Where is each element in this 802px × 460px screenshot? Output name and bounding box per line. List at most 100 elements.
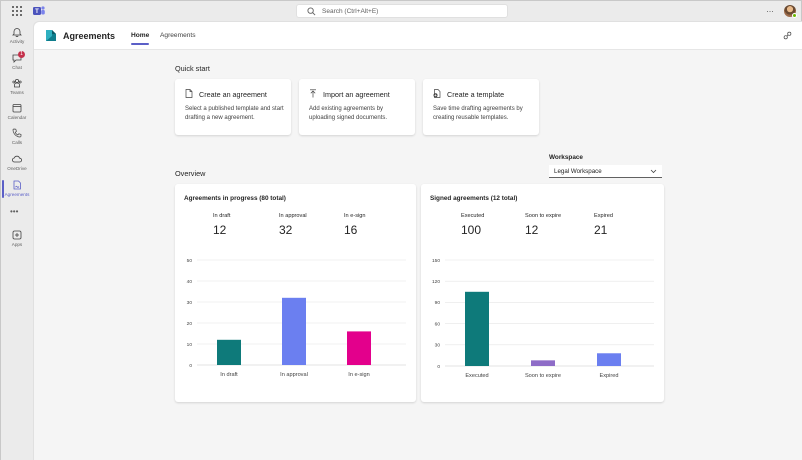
rail-label: Agreements xyxy=(4,192,30,197)
in-progress-bar-1[interactable] xyxy=(282,297,306,365)
agreements-logo-icon xyxy=(46,30,56,41)
metric-label: In e-sign xyxy=(344,213,366,219)
y-tick-label: 0 xyxy=(437,364,440,370)
y-tick-label: 40 xyxy=(187,279,193,285)
template-icon xyxy=(433,89,441,98)
workspace-dropdown[interactable]: Legal Workspace xyxy=(549,165,662,178)
x-tick-label: Executed xyxy=(465,373,488,379)
signed-card: Signed agreements (12 total) Executed 10… xyxy=(421,184,664,402)
rail-label: Teams xyxy=(10,90,24,95)
metric-value: 32 xyxy=(279,223,293,237)
search-input[interactable]: Search (Ctrl+Alt+E) xyxy=(296,4,508,18)
user-avatar[interactable] xyxy=(784,5,797,18)
svg-text:T: T xyxy=(35,9,39,15)
metric-value: 16 xyxy=(344,223,358,237)
card-description: Add existing agreements by uploading sig… xyxy=(309,106,388,121)
more-options-icon[interactable]: … xyxy=(766,5,774,14)
y-tick-label: 150 xyxy=(432,258,440,264)
y-tick-label: 30 xyxy=(435,343,441,349)
card-title: Create an agreement xyxy=(199,90,267,99)
search-placeholder: Search (Ctrl+Alt+E) xyxy=(322,7,379,15)
import-agreement-card[interactable]: Import an agreement Add existing agreeme… xyxy=(299,79,415,135)
search-icon xyxy=(307,7,316,16)
unread-badge: 1 xyxy=(18,51,25,58)
rail-item-calls[interactable]: Calls xyxy=(1,126,33,150)
metric-in-esign: In e-sign 16 xyxy=(344,213,365,237)
x-tick-label: Soon to expire xyxy=(525,373,561,379)
y-tick-label: 90 xyxy=(435,300,441,306)
rail-label: Activity xyxy=(9,39,25,44)
in-progress-card: Agreements in progress (80 total) In dra… xyxy=(175,184,416,402)
rail-item-onedrive[interactable]: OneDrive xyxy=(1,152,33,176)
metric-in-draft: In draft 12 xyxy=(213,213,230,237)
signed-bar-chart: 0 30 60 90 120 150 Executed Soon to expire Expir… xyxy=(432,258,654,379)
x-tick-label: In draft xyxy=(220,372,238,378)
in-progress-bar-0[interactable] xyxy=(217,339,241,365)
rail-label: OneDrive xyxy=(7,166,27,171)
title-bar: T Search (Ctrl+Alt+E) … xyxy=(1,1,801,21)
signed-bar-2[interactable] xyxy=(597,353,621,366)
in-progress-bar-2[interactable] xyxy=(347,331,371,365)
x-tick-label: In approval xyxy=(280,372,308,378)
y-tick-label: 0 xyxy=(189,363,192,369)
tab-agreements[interactable]: Agreements xyxy=(160,32,196,39)
signed-title: Signed agreements (12 total) xyxy=(430,195,518,202)
rail-item-apps[interactable]: Apps xyxy=(1,228,33,252)
workspace-value: Legal Workspace xyxy=(554,168,602,175)
y-tick-label: 30 xyxy=(187,300,193,306)
cloud-icon xyxy=(12,155,22,163)
app-header: Agreements Home Agreements xyxy=(34,22,802,50)
in-progress-title: Agreements in progress (80 total) xyxy=(184,195,286,202)
metric-value: 21 xyxy=(594,223,608,237)
overview-title: Overview xyxy=(175,169,206,178)
metric-label: Executed xyxy=(461,213,485,219)
rail-item-chat[interactable]: 1 Chat xyxy=(1,51,33,75)
create-agreement-card[interactable]: Create an agreement Select a published t… xyxy=(175,79,291,135)
metric-value: 100 xyxy=(461,223,482,237)
rail-label: Calls xyxy=(11,140,23,145)
app-title: Agreements xyxy=(63,31,116,41)
y-tick-label: 120 xyxy=(432,279,440,285)
metric-in-approval: In approval 32 xyxy=(279,213,307,237)
metric-value: 12 xyxy=(525,223,539,237)
rail-item-teams[interactable]: Teams xyxy=(1,76,33,100)
agreements-icon xyxy=(13,180,21,190)
metric-label: Soon to expire xyxy=(525,213,562,219)
metric-expired: Expired 21 xyxy=(594,213,613,237)
rail-item-activity[interactable]: Activity xyxy=(1,25,33,49)
app-rail: Activity 1 Chat Teams Calendar xyxy=(1,21,33,460)
upload-icon xyxy=(310,89,316,98)
workspace-label: Workspace xyxy=(549,154,583,161)
metric-label: In draft xyxy=(213,213,231,219)
rail-item-agreements[interactable]: Agreements xyxy=(1,178,33,202)
metric-executed: Executed 100 xyxy=(461,213,484,237)
app-launcher-icon[interactable] xyxy=(12,6,22,16)
x-tick-label: Expired xyxy=(600,373,619,379)
link-icon[interactable] xyxy=(783,31,792,40)
in-progress-bar-chart: 0 10 20 30 40 50 In draft In approval In e-sign xyxy=(187,258,406,378)
y-tick-label: 50 xyxy=(187,258,193,264)
calendar-icon xyxy=(12,104,22,113)
card-title: Create a template xyxy=(447,90,505,99)
quick-start-title: Quick start xyxy=(175,64,210,73)
card-title: Import an agreement xyxy=(323,90,390,99)
signed-bar-1[interactable] xyxy=(531,360,555,366)
metric-label: In approval xyxy=(279,213,307,219)
document-icon xyxy=(185,89,193,98)
rail-item-calendar[interactable]: Calendar xyxy=(1,101,33,125)
tab-home[interactable]: Home xyxy=(131,32,150,45)
create-template-card[interactable]: Create a template Save time drafting agr… xyxy=(423,79,539,135)
apps-icon xyxy=(12,230,22,240)
main-content: Agreements Home Agreements Quick start C… xyxy=(33,21,802,460)
rail-label: Calendar xyxy=(7,115,27,120)
y-tick-label: 20 xyxy=(187,321,193,327)
signed-bar-0[interactable] xyxy=(465,291,489,366)
card-description: Select a published template and start dr… xyxy=(185,106,284,121)
teams-icon xyxy=(12,78,22,88)
y-tick-label: 60 xyxy=(435,321,441,327)
chevron-down-icon xyxy=(650,169,657,174)
teams-logo-icon: T xyxy=(33,6,45,15)
metric-label: Expired xyxy=(594,213,613,219)
more-apps-icon[interactable]: ••• xyxy=(10,207,19,216)
